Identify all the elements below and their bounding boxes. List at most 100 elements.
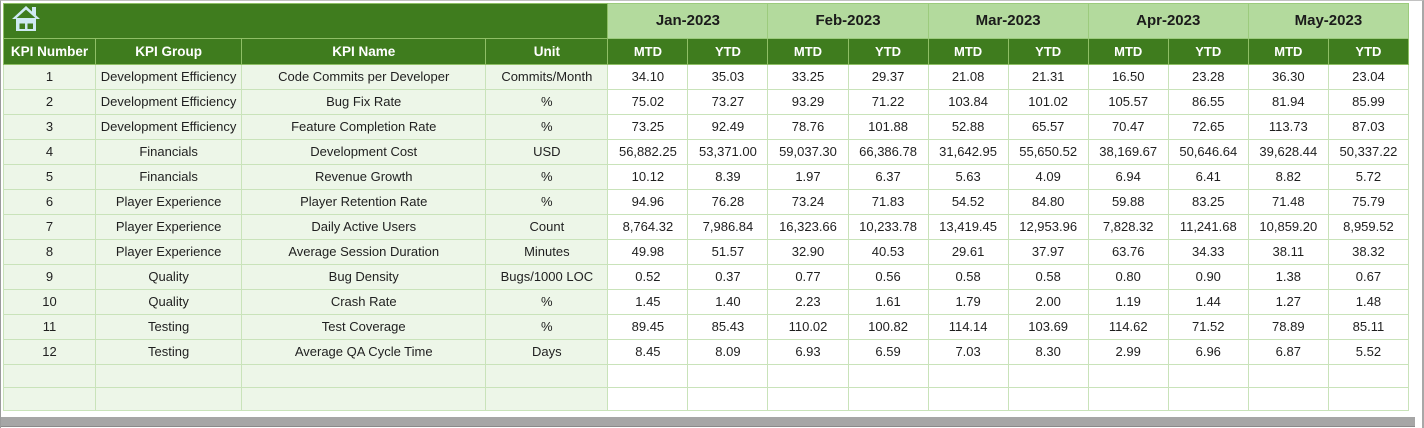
cell-value[interactable]: 6.37 <box>847 163 929 190</box>
column-header-kpi-group[interactable]: KPI Group <box>95 37 243 65</box>
subheader-jan-2023-mtd[interactable]: MTD <box>607 37 689 65</box>
cell-value[interactable]: 114.62 <box>1087 313 1169 340</box>
empty-cell[interactable] <box>847 363 929 388</box>
cell-kpi-number[interactable]: 8 <box>2 238 97 265</box>
cell-kpi-name[interactable]: Daily Active Users <box>241 213 487 240</box>
cell-kpi-number[interactable]: 3 <box>2 113 97 140</box>
cell-value[interactable]: 8.09 <box>687 338 769 365</box>
empty-cell[interactable] <box>767 363 849 388</box>
month-header-may-2023[interactable]: May-2023 <box>1247 3 1410 39</box>
cell-value[interactable]: 85.43 <box>687 313 769 340</box>
cell-value[interactable]: 38,169.67 <box>1087 138 1169 165</box>
subheader-feb-2023-mtd[interactable]: MTD <box>767 37 849 65</box>
cell-value[interactable]: 65.57 <box>1007 113 1089 140</box>
column-header-unit[interactable]: Unit <box>485 37 609 65</box>
month-header-feb-2023[interactable]: Feb-2023 <box>767 3 929 39</box>
cell-value[interactable]: 59.88 <box>1087 188 1169 215</box>
empty-cell[interactable] <box>607 363 689 388</box>
cell-value[interactable]: 21.08 <box>927 63 1009 90</box>
cell-value[interactable]: 10,233.78 <box>847 213 929 240</box>
cell-value[interactable]: 72.65 <box>1167 113 1249 140</box>
cell-value[interactable]: 29.61 <box>927 238 1009 265</box>
cell-kpi-number[interactable]: 4 <box>2 138 97 165</box>
cell-value[interactable]: 10,859.20 <box>1247 213 1329 240</box>
cell-value[interactable]: 73.24 <box>767 188 849 215</box>
empty-cell[interactable] <box>485 386 609 411</box>
empty-cell[interactable] <box>687 363 769 388</box>
empty-cell[interactable] <box>2 386 97 411</box>
cell-unit[interactable]: % <box>485 88 609 115</box>
cell-value[interactable]: 40.53 <box>847 238 929 265</box>
subheader-mar-2023-ytd[interactable]: YTD <box>1007 37 1089 65</box>
cell-value[interactable]: 8.82 <box>1247 163 1329 190</box>
subheader-feb-2023-ytd[interactable]: YTD <box>847 37 929 65</box>
cell-value[interactable]: 16,323.66 <box>767 213 849 240</box>
cell-kpi-group[interactable]: Quality <box>95 263 243 290</box>
cell-value[interactable]: 1.48 <box>1327 288 1410 315</box>
cell-value[interactable]: 81.94 <box>1247 88 1329 115</box>
cell-value[interactable]: 56,882.25 <box>607 138 689 165</box>
cell-value[interactable]: 76.28 <box>687 188 769 215</box>
cell-value[interactable]: 13,419.45 <box>927 213 1009 240</box>
empty-cell[interactable] <box>1327 386 1410 411</box>
cell-value[interactable]: 59,037.30 <box>767 138 849 165</box>
cell-unit[interactable]: % <box>485 163 609 190</box>
cell-value[interactable]: 100.82 <box>847 313 929 340</box>
cell-value[interactable]: 6.96 <box>1167 338 1249 365</box>
cell-kpi-group[interactable]: Player Experience <box>95 213 243 240</box>
cell-value[interactable]: 84.80 <box>1007 188 1089 215</box>
empty-cell[interactable] <box>927 363 1009 388</box>
cell-value[interactable]: 6.87 <box>1247 338 1329 365</box>
cell-value[interactable]: 1.27 <box>1247 288 1329 315</box>
cell-kpi-name[interactable]: Test Coverage <box>241 313 487 340</box>
empty-cell[interactable] <box>1247 363 1329 388</box>
empty-cell[interactable] <box>241 386 487 411</box>
cell-value[interactable]: 1.40 <box>687 288 769 315</box>
cell-kpi-name[interactable]: Revenue Growth <box>241 163 487 190</box>
cell-value[interactable]: 29.37 <box>847 63 929 90</box>
cell-value[interactable]: 39,628.44 <box>1247 138 1329 165</box>
cell-value[interactable]: 0.77 <box>767 263 849 290</box>
cell-value[interactable]: 32.90 <box>767 238 849 265</box>
empty-cell[interactable] <box>1087 386 1169 411</box>
cell-kpi-name[interactable]: Crash Rate <box>241 288 487 315</box>
cell-kpi-group[interactable]: Development Efficiency <box>95 113 243 140</box>
cell-unit[interactable]: % <box>485 188 609 215</box>
subheader-may-2023-mtd[interactable]: MTD <box>1247 37 1329 65</box>
cell-kpi-name[interactable]: Average Session Duration <box>241 238 487 265</box>
cell-value[interactable]: 12,953.96 <box>1007 213 1089 240</box>
month-header-jan-2023[interactable]: Jan-2023 <box>607 3 769 39</box>
cell-value[interactable]: 71.52 <box>1167 313 1249 340</box>
cell-unit[interactable]: Count <box>485 213 609 240</box>
cell-kpi-number[interactable]: 11 <box>2 313 97 340</box>
cell-value[interactable]: 71.22 <box>847 88 929 115</box>
cell-value[interactable]: 34.33 <box>1167 238 1249 265</box>
cell-kpi-name[interactable]: Player Retention Rate <box>241 188 487 215</box>
cell-value[interactable]: 0.58 <box>1007 263 1089 290</box>
cell-value[interactable]: 52.88 <box>927 113 1009 140</box>
horizontal-scrollbar[interactable] <box>1 417 1415 427</box>
cell-value[interactable]: 50,337.22 <box>1327 138 1410 165</box>
cell-kpi-group[interactable]: Testing <box>95 338 243 365</box>
cell-value[interactable]: 5.52 <box>1327 338 1410 365</box>
cell-value[interactable]: 0.80 <box>1087 263 1169 290</box>
cell-unit[interactable]: Commits/Month <box>485 63 609 90</box>
cell-value[interactable]: 92.49 <box>687 113 769 140</box>
empty-cell[interactable] <box>1247 386 1329 411</box>
cell-value[interactable]: 8,959.52 <box>1327 213 1410 240</box>
cell-value[interactable]: 7,986.84 <box>687 213 769 240</box>
cell-value[interactable]: 5.72 <box>1327 163 1410 190</box>
cell-value[interactable]: 71.83 <box>847 188 929 215</box>
cell-kpi-group[interactable]: Player Experience <box>95 188 243 215</box>
empty-cell[interactable] <box>1327 363 1410 388</box>
cell-value[interactable]: 0.58 <box>927 263 1009 290</box>
cell-value[interactable]: 8,764.32 <box>607 213 689 240</box>
cell-value[interactable]: 54.52 <box>927 188 1009 215</box>
cell-kpi-name[interactable]: Bug Density <box>241 263 487 290</box>
cell-unit[interactable]: Minutes <box>485 238 609 265</box>
empty-cell[interactable] <box>241 363 487 388</box>
subheader-mar-2023-mtd[interactable]: MTD <box>927 37 1009 65</box>
cell-kpi-group[interactable]: Financials <box>95 163 243 190</box>
cell-value[interactable]: 94.96 <box>607 188 689 215</box>
cell-value[interactable]: 7,828.32 <box>1087 213 1169 240</box>
